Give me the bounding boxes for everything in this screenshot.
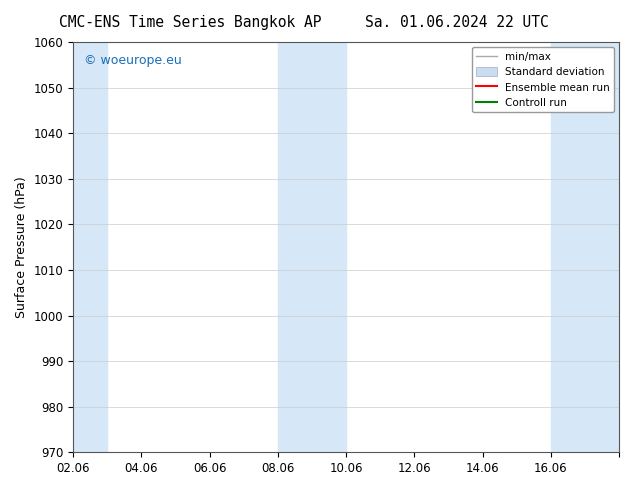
Bar	[278, 42, 346, 452]
Y-axis label: Surface Pressure (hPa): Surface Pressure (hPa)	[15, 176, 28, 318]
Bar	[551, 42, 619, 452]
Text: CMC-ENS Time Series Bangkok AP: CMC-ENS Time Series Bangkok AP	[59, 15, 321, 30]
Text: Sa. 01.06.2024 22 UTC: Sa. 01.06.2024 22 UTC	[365, 15, 548, 30]
Text: © woeurope.eu: © woeurope.eu	[84, 54, 182, 67]
Legend: min/max, Standard deviation, Ensemble mean run, Controll run: min/max, Standard deviation, Ensemble me…	[472, 47, 614, 112]
Bar	[73, 42, 107, 452]
